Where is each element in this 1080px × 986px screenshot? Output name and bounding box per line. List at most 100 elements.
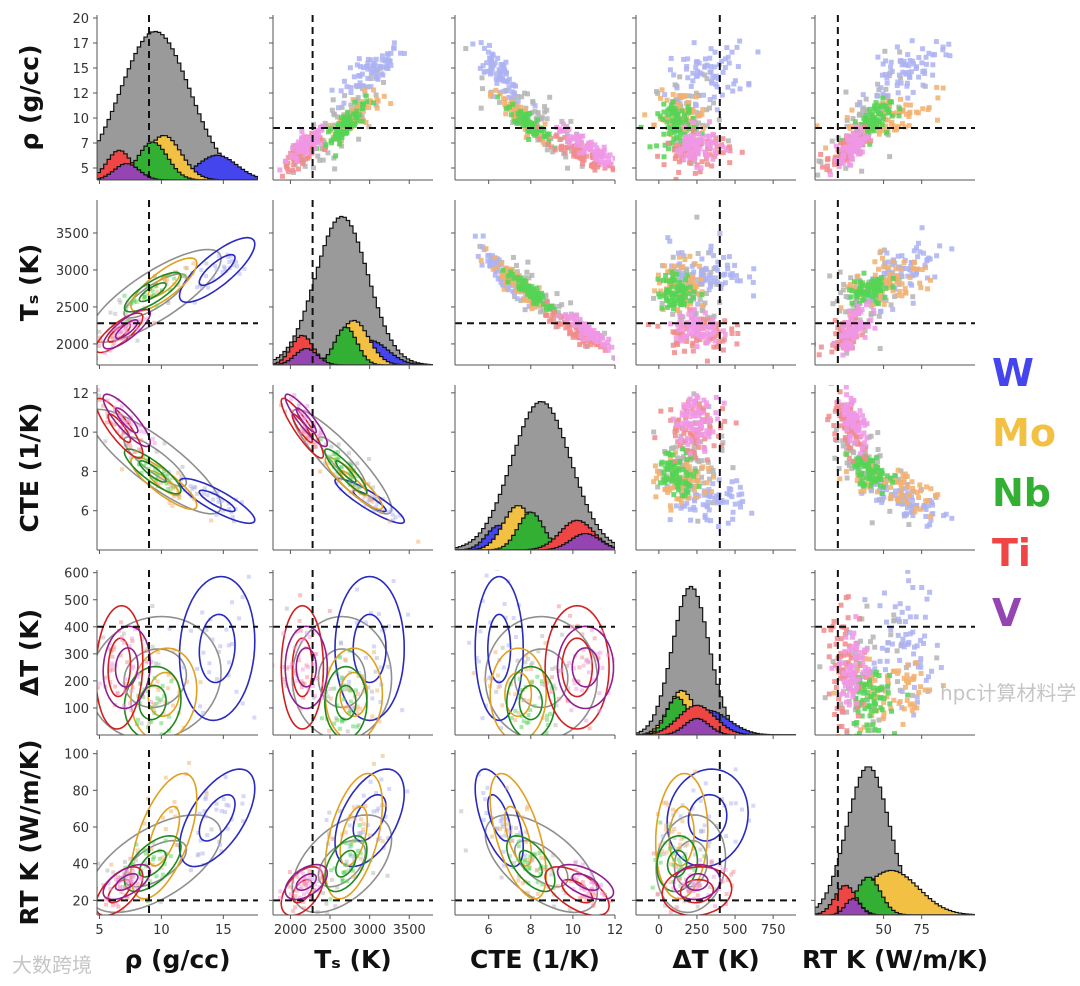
point-All [407, 559, 411, 563]
point-Nb [870, 124, 876, 130]
point-Ti [298, 593, 303, 598]
point-Nb [531, 131, 537, 137]
point-Mo [671, 263, 677, 269]
point-Nb [182, 273, 187, 278]
contour-Mo [130, 647, 198, 735]
point-W [690, 78, 696, 84]
point-V [845, 320, 851, 326]
point-V [682, 134, 688, 140]
point-All [204, 261, 209, 266]
point-W [378, 699, 383, 704]
point-Nb [336, 467, 341, 472]
point-W [905, 95, 911, 101]
point-V [866, 298, 872, 304]
point-Mo [375, 98, 381, 104]
point-All [284, 606, 289, 611]
point-V [720, 328, 726, 334]
point-Nb [890, 275, 896, 281]
point-W [503, 59, 509, 65]
point-V [833, 143, 839, 149]
point-V [304, 631, 309, 636]
point-Nb [675, 484, 681, 490]
point-Ti [122, 682, 127, 687]
point-Nb [522, 285, 528, 291]
point-Mo [845, 284, 851, 290]
point-V [301, 416, 306, 421]
point-Nb [530, 288, 536, 294]
point-All [88, 728, 92, 732]
point-Mo [515, 104, 521, 110]
point-V [122, 338, 127, 343]
point-All [515, 94, 521, 100]
point-Nb [162, 469, 167, 474]
point-Ti [689, 448, 695, 454]
point-Nb [338, 115, 344, 121]
point-Nb [873, 455, 879, 461]
point-W [229, 510, 234, 515]
y-tick-label: 600 [64, 567, 89, 582]
point-W [934, 253, 940, 259]
point-Nb [670, 306, 676, 312]
point-V [681, 142, 687, 148]
point-Ti [311, 441, 316, 446]
point-Mo [328, 696, 333, 701]
point-Ti [700, 405, 706, 411]
point-Nb [533, 301, 539, 307]
point-W [386, 510, 391, 515]
point-Mo [516, 710, 521, 715]
point-V [300, 148, 306, 154]
point-Nb [332, 686, 337, 691]
point-W [933, 39, 939, 45]
point-Ti [827, 168, 833, 174]
point-Nb [353, 115, 359, 121]
point-Nb [354, 118, 360, 124]
point-Nb [666, 477, 672, 483]
point-Ti [97, 356, 99, 361]
point-V [577, 141, 583, 147]
point-W [229, 600, 234, 605]
point-V [591, 327, 597, 333]
point-All [848, 275, 854, 281]
point-Nb [868, 483, 874, 489]
point-W [907, 58, 913, 64]
point-V [855, 303, 861, 309]
point-V [702, 149, 708, 155]
point-W [509, 96, 515, 102]
point-V [290, 661, 295, 666]
point-V [704, 133, 710, 139]
point-All [875, 459, 881, 465]
point-W [390, 512, 395, 517]
point-Mo [184, 275, 189, 280]
point-W [889, 68, 895, 74]
point-W [512, 91, 518, 97]
point-V [281, 631, 286, 636]
point-Mo [894, 110, 900, 116]
point-Ti [676, 169, 682, 175]
point-V [690, 318, 696, 324]
point-Ti [739, 149, 745, 155]
point-W [346, 679, 351, 684]
point-All [566, 686, 571, 691]
point-V [292, 645, 297, 650]
point-V [855, 428, 861, 434]
point-V [847, 308, 853, 314]
contour-W [198, 613, 236, 684]
point-Ti [322, 147, 328, 153]
point-W [714, 279, 720, 285]
point-All [355, 461, 360, 466]
point-V [720, 144, 726, 150]
point-All [530, 100, 536, 106]
point-W [926, 255, 932, 261]
point-Ti [128, 444, 133, 449]
point-Nb [669, 298, 675, 304]
point-V [707, 145, 713, 151]
point-W [928, 517, 934, 523]
point-Nb [530, 295, 536, 301]
point-V [695, 151, 701, 157]
point-Ti [727, 148, 733, 154]
point-V [97, 681, 102, 686]
point-Mo [662, 263, 668, 269]
point-Mo [514, 289, 520, 295]
point-Mo [499, 274, 505, 280]
